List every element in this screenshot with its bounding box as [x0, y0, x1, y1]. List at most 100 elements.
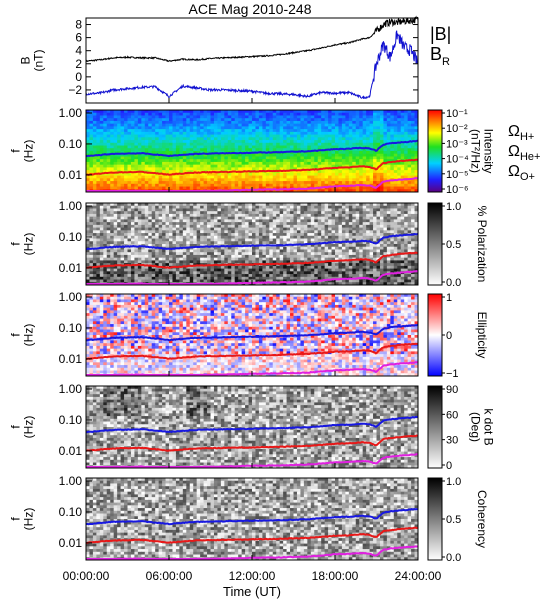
panel-polarization-cell — [390, 211, 395, 215]
panel-intensity-cell — [207, 129, 211, 133]
panel-intensity-cell — [103, 134, 108, 138]
panel-polarization-cell — [203, 254, 208, 259]
panel-intensity-cell — [134, 167, 139, 171]
panel-intensity-cell — [89, 120, 94, 125]
panel-intensity-cell — [400, 145, 405, 149]
panel-intensity-cell — [362, 134, 367, 138]
panel-intensity-cell — [252, 145, 256, 149]
panel-intensity-cell — [393, 145, 398, 149]
panel-intensity-cell — [120, 145, 125, 149]
panel-intensity-cell — [328, 120, 332, 125]
panel-polarization-cell — [169, 233, 173, 237]
panel-intensity-cell — [335, 178, 339, 182]
panel-polarization-cell — [331, 235, 336, 239]
panel-intensity-cell — [352, 161, 357, 166]
panel-polarization-cell — [376, 238, 381, 242]
panel-intensity-cell — [359, 112, 364, 116]
panel-intensity-cell — [338, 137, 343, 141]
panel-intensity-cell — [137, 164, 142, 168]
panel-intensity-cell — [314, 112, 319, 116]
panel-polarization-cell — [148, 241, 153, 245]
panel-polarization-cell — [331, 246, 336, 250]
panel-polarization-cell — [386, 249, 391, 253]
panel-polarization-cell — [400, 260, 405, 264]
panel-intensity-cell — [252, 131, 256, 135]
panel-intensity-cell — [200, 115, 204, 119]
panel-intensity-cell — [186, 161, 191, 166]
panel-intensity-cell — [144, 178, 149, 182]
panel-polarization-cell — [272, 222, 277, 226]
panel-intensity-cell — [283, 112, 287, 116]
panel-intensity-cell — [269, 142, 274, 146]
panel-polarization-cell — [397, 213, 402, 218]
panel-intensity-cell — [99, 110, 104, 114]
panel-intensity-cell — [137, 126, 142, 130]
panel-polarization-cell — [376, 222, 381, 226]
panel-intensity-cell — [400, 183, 405, 187]
panel-intensity-cell — [276, 172, 281, 176]
panel-polarization-cell — [414, 238, 419, 242]
panel-intensity-cell — [290, 120, 294, 125]
panel-intensity-cell — [386, 159, 391, 163]
panel-intensity-cell — [217, 186, 222, 190]
panel-intensity-cell — [411, 112, 415, 116]
panel-intensity-cell — [269, 153, 274, 157]
panel-intensity-cell — [262, 159, 267, 163]
panel-intensity-cell — [86, 131, 90, 135]
panel-polarization-cell — [231, 235, 236, 239]
panel-intensity-cell — [169, 183, 173, 187]
panel-intensity-cell — [379, 140, 384, 144]
panel-intensity-cell — [134, 126, 139, 130]
panel-polarization-cell — [310, 233, 315, 237]
panel-intensity-cell — [383, 137, 388, 141]
panel-polarization-cell — [397, 224, 402, 228]
panel-intensity-cell — [252, 175, 256, 179]
panel-intensity-cell — [196, 186, 201, 190]
panel-polarization-cell — [283, 238, 287, 242]
panel-polarization-cell — [210, 233, 215, 237]
panel-intensity-cell — [86, 148, 90, 152]
panel-intensity-cell — [231, 131, 236, 135]
panel-intensity-cell — [117, 137, 121, 141]
panel-intensity-cell — [369, 134, 374, 138]
panel-intensity-cell — [224, 129, 229, 133]
panel-intensity-cell — [414, 153, 419, 157]
panel-intensity-cell — [113, 142, 118, 146]
panel-intensity-cell — [207, 115, 211, 119]
panel-polarization-cell — [265, 260, 270, 264]
panel-polarization-cell — [397, 254, 402, 259]
panel-intensity-cell — [182, 159, 187, 163]
panel-polarization-cell — [200, 254, 204, 259]
panel-intensity-cell — [207, 172, 211, 176]
panel-intensity-cell — [248, 183, 253, 187]
panel-polarization-cell — [255, 238, 260, 242]
panel-polarization-cell — [106, 238, 111, 242]
panel-intensity-cell — [182, 170, 187, 174]
panel-intensity-cell — [314, 110, 319, 114]
panel-intensity-cell — [310, 120, 315, 125]
panel-intensity-cell — [269, 178, 274, 182]
panel-intensity-cell — [407, 123, 412, 127]
panel-polarization-cell — [155, 254, 160, 259]
panel-intensity-cell — [144, 151, 149, 155]
panel-intensity-cell — [179, 145, 184, 149]
panel-polarization-cell — [210, 257, 215, 261]
panel-intensity-cell — [106, 175, 111, 179]
panel-intensity-cell — [390, 145, 395, 149]
panel-polarization-cell — [366, 249, 370, 253]
panel-intensity-cell — [155, 159, 160, 163]
panel-polarization-cell — [348, 224, 353, 228]
panel-intensity-cell — [393, 126, 398, 130]
panel-intensity-cell — [255, 118, 260, 122]
panel-intensity-cell — [144, 181, 149, 185]
panel-intensity-cell — [362, 167, 367, 171]
panel-polarization-cell — [279, 219, 284, 223]
panel-intensity-cell — [290, 159, 294, 163]
panel-intensity-cell — [411, 156, 415, 160]
panel-polarization-cell — [314, 211, 319, 215]
panel-polarization-cell — [362, 224, 367, 228]
panel-polarization-cell — [317, 222, 322, 226]
panel-intensity-cell — [137, 142, 142, 146]
panel-polarization-cell — [383, 246, 388, 250]
panel-polarization-cell — [165, 249, 170, 253]
